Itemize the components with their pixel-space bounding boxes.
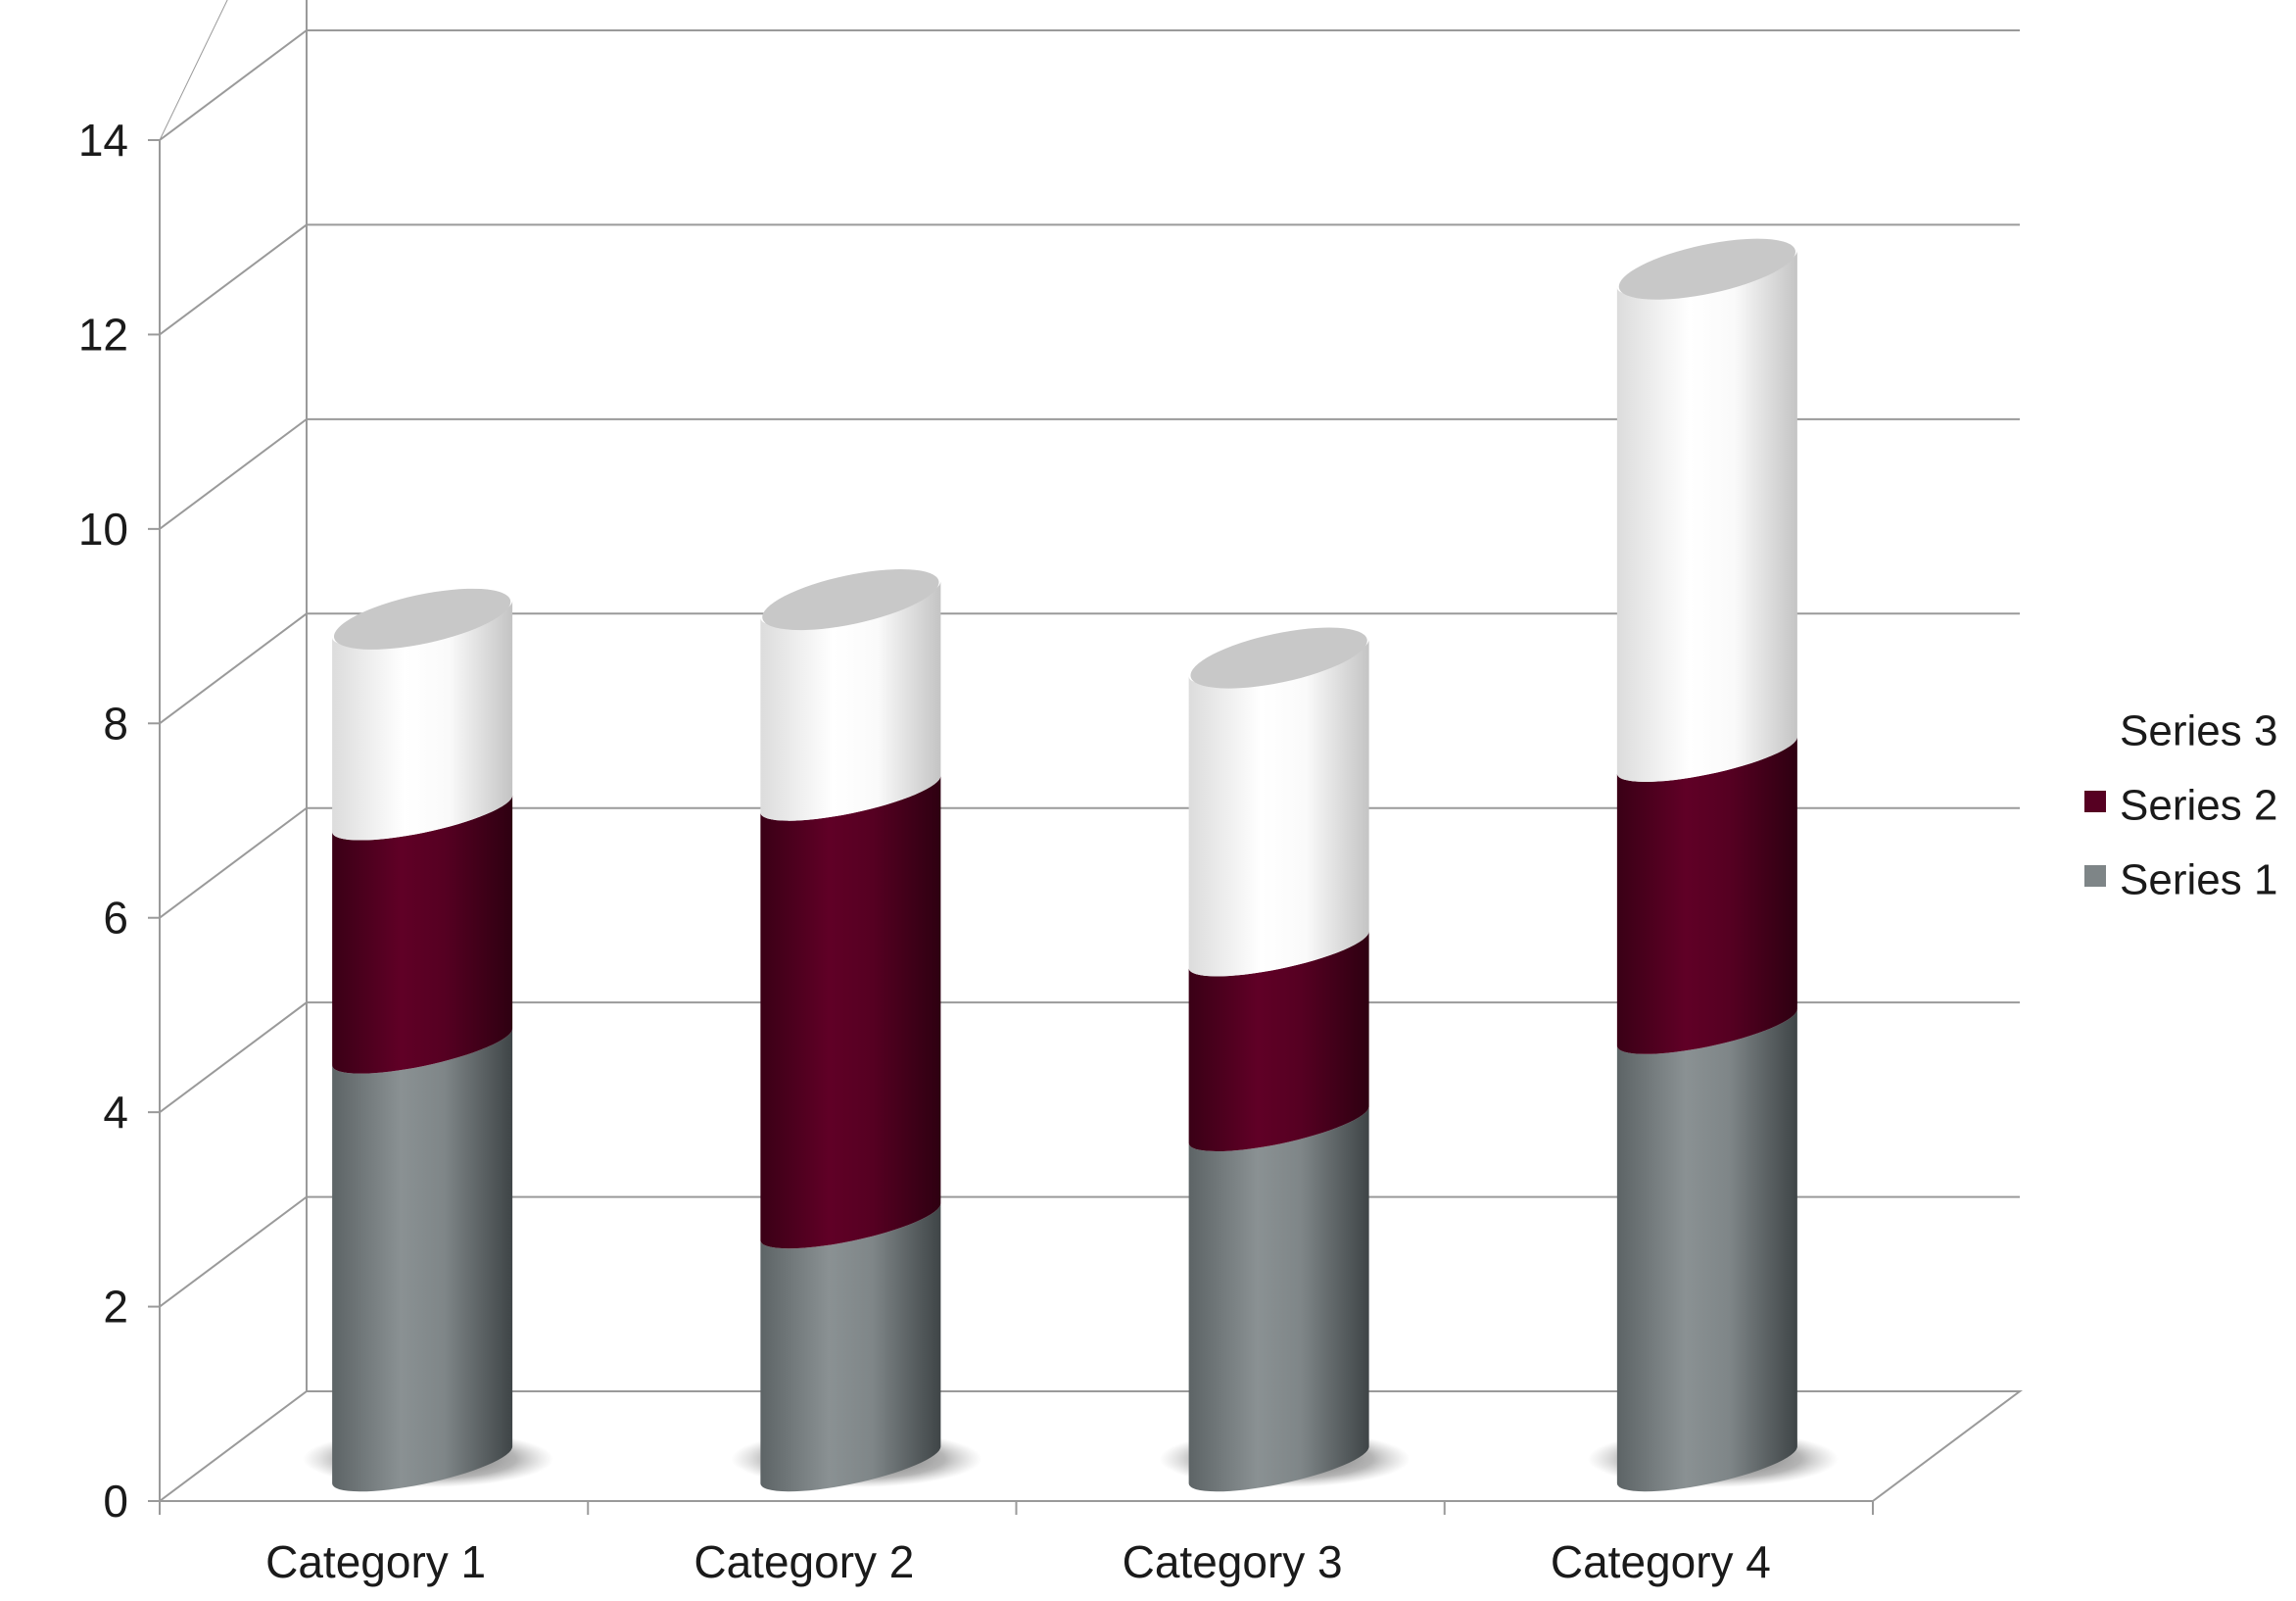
bar-top-cap — [762, 568, 939, 631]
bar-segment-series-3 — [1188, 639, 1369, 977]
x-tick-label: Category 1 — [265, 1536, 486, 1587]
legend-item: Series 2 — [2084, 782, 2277, 830]
x-axis: Category 1 Category 2 Category 3 Category 4 — [159, 1500, 1874, 1587]
bar-top-cap — [333, 588, 511, 650]
bar-group — [303, 588, 554, 1492]
bar-segment-series-2 — [1188, 931, 1369, 1152]
gridline — [159, 29, 2020, 141]
y-tick-label: 2 — [103, 1282, 128, 1333]
y-tick-label: 8 — [103, 698, 128, 749]
legend-swatch — [2084, 716, 2106, 738]
y-tick-label: 14 — [78, 115, 128, 166]
floor-edge — [159, 1390, 2024, 1502]
bar-segment-series-2 — [760, 775, 941, 1249]
x-tick-label: Category 3 — [1123, 1536, 1343, 1587]
bar-group — [731, 568, 982, 1492]
bar-segment-series-1 — [1616, 1008, 1797, 1492]
legend-label: Series 3 — [2120, 707, 2277, 755]
y-tick-label: 6 — [103, 893, 128, 944]
bar-segment-series-1 — [332, 1028, 513, 1492]
y-tick-label: 12 — [78, 309, 128, 360]
bar-segment-series-3 — [760, 581, 941, 821]
chart-walls — [159, 0, 2024, 1502]
bar-segment-series-1 — [760, 1203, 941, 1492]
legend-label: Series 1 — [2120, 856, 2277, 904]
bar-segment-series-3 — [332, 600, 513, 841]
bar-segment-series-1 — [1188, 1105, 1369, 1492]
bar-groups — [303, 238, 1839, 1492]
x-tick-label: Category 2 — [694, 1536, 914, 1587]
bar-top-cap — [1618, 238, 1796, 300]
legend-item: Series 3 — [2084, 707, 2277, 755]
bar-group — [1587, 238, 1839, 1492]
y-tick-label: 4 — [103, 1087, 128, 1138]
y-tick-label: 0 — [103, 1476, 128, 1527]
bar-segment-series-2 — [332, 795, 513, 1074]
y-axis: 0 2 4 6 8 10 12 14 — [78, 115, 161, 1527]
bar-group — [1159, 627, 1411, 1492]
legend-label: Series 2 — [2120, 782, 2277, 830]
legend-swatch — [2084, 865, 2106, 887]
y-tick-label: 10 — [78, 504, 128, 555]
legend-swatch — [2084, 791, 2106, 812]
bar-segment-series-2 — [1616, 736, 1797, 1054]
x-tick-label: Category 4 — [1551, 1536, 1771, 1587]
legend-item: Series 1 — [2084, 856, 2277, 904]
bar-segment-series-3 — [1616, 250, 1797, 783]
bar-top-cap — [1190, 627, 1367, 689]
legend: Series 3 Series 2 Series 1 — [2084, 707, 2277, 904]
gridline-top-side — [159, 0, 228, 141]
